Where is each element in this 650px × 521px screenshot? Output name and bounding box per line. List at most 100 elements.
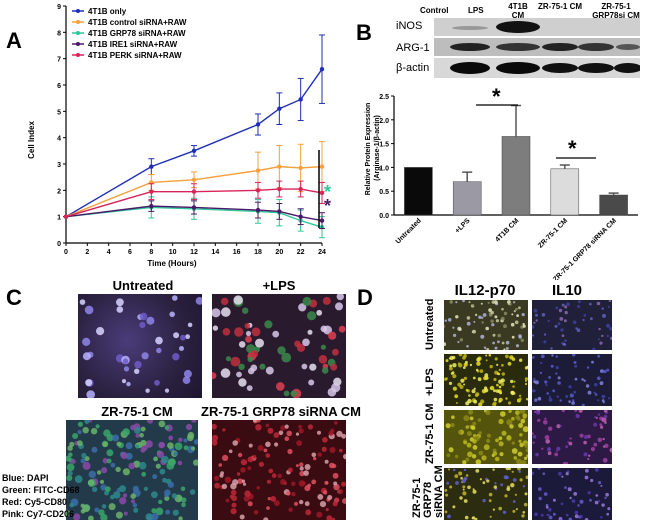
blot-row-inos: iNOS — [396, 20, 423, 32]
row-label-lps: +LPS — [424, 368, 436, 396]
cell — [482, 313, 487, 317]
cell — [569, 393, 574, 398]
cell — [466, 442, 472, 448]
micrograph-untreated — [78, 294, 202, 398]
x-tick-label: 2 — [85, 249, 89, 256]
cell — [554, 324, 558, 328]
image-title-untreated: Untreated — [112, 278, 174, 293]
cell — [505, 468, 510, 471]
cell — [522, 413, 528, 419]
cell — [555, 366, 559, 370]
cell — [247, 456, 254, 463]
cell — [189, 489, 196, 495]
cell — [472, 489, 477, 494]
cell — [604, 496, 607, 500]
cell — [560, 328, 564, 332]
cell — [586, 366, 590, 369]
cell — [473, 387, 476, 390]
cell — [168, 458, 176, 466]
cell — [321, 367, 329, 374]
cell — [187, 322, 193, 328]
cell — [329, 447, 336, 453]
cell — [291, 491, 296, 497]
cell — [272, 330, 280, 338]
x-tick-label: +LPS — [454, 217, 472, 235]
il12-zr75 — [444, 410, 528, 464]
cell — [245, 330, 252, 337]
cell — [475, 392, 480, 397]
cell — [587, 491, 591, 495]
arginase-bar-chart: 0.0 0.5 1.0 1.5 2.0 2.5 Untreated +LPS 4T1B CM Z… — [365, 84, 638, 280]
cell — [336, 294, 344, 301]
cell — [488, 354, 492, 357]
cell — [472, 445, 478, 450]
bar — [550, 168, 580, 216]
cell — [477, 377, 482, 382]
cell — [73, 513, 81, 520]
cell — [601, 417, 607, 423]
cell — [298, 480, 306, 487]
cell — [520, 338, 524, 342]
cell — [321, 446, 327, 452]
cell — [101, 504, 107, 509]
cell — [244, 323, 251, 329]
cell — [599, 423, 603, 427]
cell — [573, 361, 577, 364]
cell — [338, 325, 346, 333]
cell — [512, 500, 516, 503]
cell — [299, 499, 304, 505]
cell — [462, 366, 466, 369]
il10-zr75-grp78 — [532, 468, 612, 520]
cell — [452, 355, 456, 360]
cell — [555, 372, 558, 375]
cell — [139, 432, 144, 438]
cell — [448, 381, 453, 385]
cell — [609, 447, 612, 453]
cell — [134, 368, 140, 374]
cell — [455, 402, 458, 404]
cell — [597, 413, 601, 416]
cell — [119, 497, 127, 505]
cell — [567, 487, 572, 492]
cell — [319, 501, 327, 508]
cell — [574, 377, 578, 381]
cell — [331, 517, 336, 520]
cell — [280, 425, 286, 431]
cell — [560, 502, 564, 506]
data-point — [298, 97, 303, 102]
cell — [535, 313, 538, 317]
cell — [556, 424, 561, 429]
cell — [477, 418, 482, 422]
cell — [493, 377, 497, 382]
cell — [463, 415, 470, 422]
cell — [172, 353, 180, 361]
x-tick-label: ZR-75-1 CM — [537, 217, 569, 249]
cell — [574, 364, 578, 368]
data-point — [298, 214, 303, 219]
cell — [565, 472, 569, 476]
cell — [476, 361, 481, 366]
cell — [69, 502, 75, 508]
cell — [445, 377, 448, 380]
cell — [155, 336, 163, 345]
cell — [444, 489, 448, 492]
cell — [512, 385, 515, 388]
cell — [236, 472, 241, 476]
cell — [551, 354, 554, 357]
cell — [486, 433, 491, 438]
data-point — [255, 168, 261, 173]
cell — [104, 486, 111, 492]
cell — [479, 369, 484, 373]
cell — [270, 496, 277, 502]
cell — [95, 424, 100, 429]
cell — [193, 459, 198, 466]
cell — [485, 359, 488, 362]
cell — [178, 516, 183, 520]
cell — [221, 483, 228, 490]
cell — [597, 354, 601, 358]
cell — [513, 310, 516, 313]
cell — [257, 445, 264, 451]
cell — [174, 442, 183, 451]
cell — [499, 452, 504, 457]
cell — [489, 515, 492, 518]
